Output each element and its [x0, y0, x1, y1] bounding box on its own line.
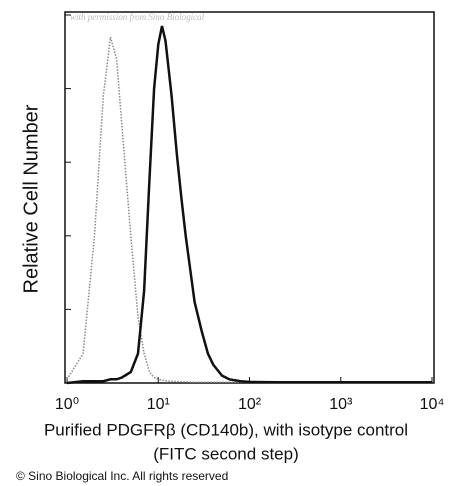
x-axis-label: (FITC second step)	[153, 444, 299, 463]
series-line	[66, 36, 432, 384]
footer: © Sino Biological Inc. All rights reserv…	[16, 469, 228, 483]
x-axis-label: Purified PDGFRβ (CD140b), with isotype c…	[44, 420, 408, 439]
watermark: with permission from Sino Biological	[70, 12, 205, 22]
x-tick-label: 10⁰	[55, 396, 79, 413]
plot-frame	[64, 11, 435, 384]
x-tick-label: 10³	[329, 396, 353, 413]
x-tick-label: 10²	[238, 396, 262, 413]
y-axis-label: Relative Cell Number	[20, 104, 42, 293]
series-line	[66, 25, 432, 385]
x-tick-label: 10⁴	[420, 396, 445, 413]
x-tick-label: 10¹	[147, 396, 170, 413]
